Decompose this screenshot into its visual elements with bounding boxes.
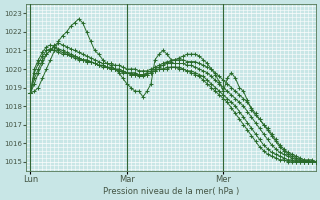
X-axis label: Pression niveau de la mer( hPa ): Pression niveau de la mer( hPa ) — [103, 187, 239, 196]
